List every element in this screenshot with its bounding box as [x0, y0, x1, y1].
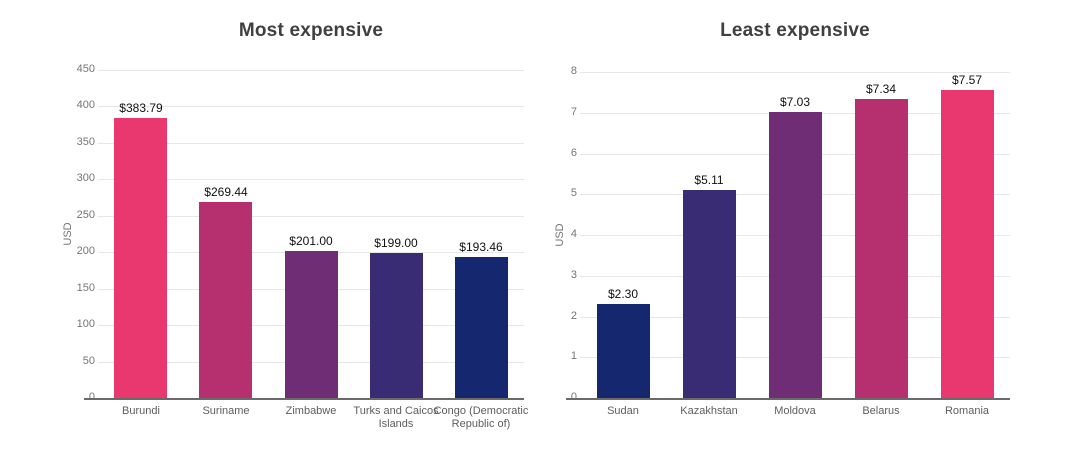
bar-value-label: $5.11: [694, 173, 724, 187]
y-tick-label: 250: [76, 209, 95, 221]
chart-most-expensive: Most expensive USD 0 50 100 150 200 250 300 350…: [62, 20, 529, 430]
x-axis-line: [84, 398, 524, 400]
y-axis-label: USD: [62, 222, 74, 246]
x-category-label: Zimbabwe: [285, 405, 337, 417]
bar-zimbabwe[interactable]: [285, 251, 338, 398]
bar-value-label: $7.34: [865, 82, 897, 96]
y-tick-label: 100: [76, 318, 95, 330]
bar-value-label: $193.46: [459, 240, 503, 254]
y-tick-label: 200: [76, 245, 95, 257]
gridline: [98, 143, 524, 144]
bar-moldova[interactable]: [769, 112, 822, 398]
chart-title: Least expensive: [720, 20, 870, 41]
bar-value-label: $2.30: [607, 287, 639, 301]
y-tick-label: 350: [76, 136, 95, 148]
x-category-label: Sudan: [607, 405, 639, 417]
bar-sudan[interactable]: [597, 304, 650, 398]
bar-value-label: $7.57: [951, 73, 983, 87]
bar-belarus[interactable]: [855, 99, 908, 398]
bar-burundi[interactable]: [114, 118, 167, 398]
gridline: [98, 70, 524, 71]
y-tick-label: 1: [570, 350, 577, 362]
bar-congo-democratic-republic-of[interactable]: [455, 257, 508, 398]
bar-value-label: $201.00: [289, 234, 333, 248]
x-category-label: Kazakhstan: [680, 405, 738, 417]
gridline: [98, 106, 524, 107]
x-axis-line: [566, 398, 1010, 400]
x-category-label: Burundi: [122, 405, 160, 417]
y-tick-label: 6: [570, 147, 577, 159]
bar-value-label: $383.79: [119, 101, 163, 115]
bar-suriname[interactable]: [199, 202, 252, 398]
y-tick-label: 3: [570, 269, 577, 281]
bar-turks-and-caicos-islands[interactable]: [370, 253, 423, 398]
y-tick-label: 300: [76, 172, 95, 184]
bar-value-label: $199.00: [374, 236, 418, 250]
y-tick-label: 4: [570, 228, 577, 240]
y-tick-label: 7: [570, 106, 577, 118]
x-category-label: Moldova: [774, 405, 816, 417]
x-category-label: Romania: [944, 405, 990, 417]
y-tick-label: 400: [76, 99, 95, 111]
y-tick-label: 150: [76, 282, 95, 294]
bar-romania[interactable]: [941, 90, 994, 398]
y-tick-label: 5: [570, 187, 577, 199]
x-category-label: Congo (Democratic Republic of): [433, 405, 529, 430]
x-category-label: Turks and Caicos Islands: [353, 405, 439, 430]
x-category-label: Suriname: [202, 405, 250, 417]
y-tick-label: 50: [82, 355, 95, 367]
y-tick-label: 2: [570, 310, 577, 322]
y-tick-label: 8: [570, 65, 577, 77]
bar-value-label: $7.03: [779, 95, 811, 109]
y-tick-label: 0: [570, 391, 577, 403]
gridline: [98, 179, 524, 180]
bar-value-label: $269.44: [204, 185, 248, 199]
y-tick-label: 450: [76, 63, 95, 75]
gridline: [580, 72, 1010, 73]
chart-title: Most expensive: [238, 20, 384, 41]
x-category-label: Belarus: [862, 405, 900, 417]
chart-least-expensive: Least expensive USD 0 1 2 3 4 5 6 7 8 $2.30 Sudan $…: [540, 0, 1080, 470]
gridline: [98, 216, 524, 217]
bar-kazakhstan[interactable]: [683, 190, 736, 398]
y-tick-label: 0: [88, 391, 95, 403]
